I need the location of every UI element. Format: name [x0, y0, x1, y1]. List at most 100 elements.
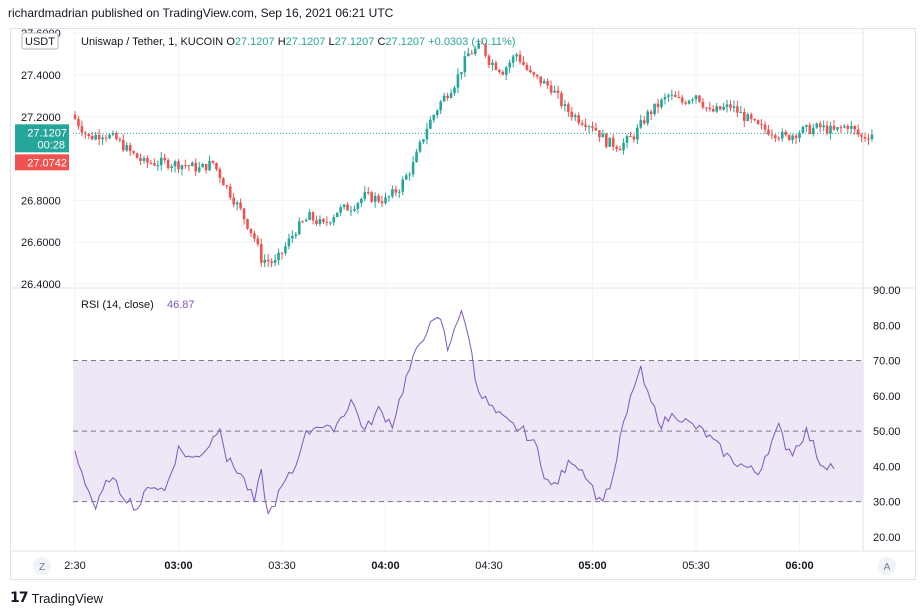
- candle-body: [549, 85, 553, 93]
- candle-body: [211, 160, 215, 163]
- close-label: C: [377, 36, 385, 48]
- candle-body: [439, 101, 442, 111]
- candle-body: [677, 97, 681, 99]
- candle-body: [725, 104, 729, 107]
- candle-body: [325, 221, 329, 223]
- candle-body: [625, 136, 629, 143]
- candle-body: [463, 56, 467, 73]
- candle-body: [732, 106, 736, 108]
- candle-body: [622, 142, 625, 151]
- candle-body: [166, 160, 170, 169]
- candle-body: [384, 197, 387, 204]
- trading-chart[interactable]: 27.600027.400027.200026.800026.600026.40…: [11, 29, 915, 579]
- candle-body: [239, 202, 242, 209]
- candle-body: [249, 228, 253, 234]
- candle-body: [139, 158, 142, 162]
- candle-body: [853, 126, 856, 130]
- candle-body: [432, 115, 436, 120]
- candle-body: [449, 93, 453, 98]
- candle-body: [363, 192, 367, 199]
- candle-body: [546, 80, 549, 86]
- candle-body: [525, 64, 529, 70]
- change-value: +0.0303 (+0.11%): [428, 36, 515, 48]
- candle-body: [301, 221, 304, 223]
- candle-body: [335, 212, 339, 218]
- candle-body: [691, 99, 694, 101]
- candle-body: [553, 90, 556, 93]
- auto-scale-button-label: A: [884, 562, 891, 573]
- currency-badge-label: USDT: [25, 36, 55, 48]
- candle-body: [404, 175, 408, 180]
- rsi-title: RSI (14, close): [81, 299, 154, 311]
- rsi-y-tick-label: 90.00: [873, 285, 901, 297]
- candle-body: [780, 131, 784, 139]
- candle-body: [170, 166, 173, 169]
- candle-body: [370, 192, 373, 202]
- candle-body: [487, 55, 491, 65]
- candle-body: [798, 132, 801, 139]
- candle-body: [501, 71, 505, 75]
- candle-body: [832, 125, 836, 130]
- candle-body: [680, 97, 684, 103]
- candle-body: [573, 115, 577, 118]
- footer-brand[interactable]: TradingView: [31, 590, 104, 606]
- candle-body: [594, 127, 598, 131]
- candle-body: [308, 212, 311, 220]
- candle-body: [577, 115, 580, 124]
- rsi-value: 46.87: [167, 299, 195, 311]
- candle-body: [791, 135, 794, 141]
- auto-scale-button[interactable]: [878, 557, 896, 575]
- candle-body: [663, 96, 667, 100]
- candle-body: [173, 161, 177, 167]
- candle-body: [90, 136, 94, 140]
- candle-body: [318, 219, 322, 225]
- candle-body: [494, 62, 498, 70]
- candle-body: [108, 134, 111, 139]
- candle-body: [377, 195, 380, 202]
- candle-body: [77, 118, 80, 127]
- candle-body: [522, 61, 525, 65]
- candle-body: [197, 167, 201, 172]
- price-y-tick-label: 26.4000: [21, 279, 61, 291]
- candle-body: [484, 43, 487, 56]
- candle-body: [480, 43, 484, 45]
- candle-body: [608, 137, 612, 147]
- candle-body: [228, 186, 232, 198]
- candle-body: [218, 169, 222, 179]
- axes-layer: 27.600027.400027.200026.800026.600026.40…: [11, 29, 915, 572]
- candle-body: [570, 111, 574, 118]
- candle-body: [698, 95, 701, 102]
- candle-body: [611, 137, 615, 147]
- candle-body: [422, 139, 425, 142]
- candle-body: [73, 114, 77, 119]
- candle-body: [208, 160, 211, 171]
- high-label: H: [278, 36, 286, 48]
- candle-body: [805, 125, 808, 127]
- prev-price-tag: [15, 154, 69, 171]
- candle-body: [460, 72, 463, 75]
- candle-body: [398, 191, 401, 193]
- candle-body: [736, 106, 739, 113]
- candle-body: [646, 111, 649, 124]
- candle-body: [411, 162, 415, 175]
- candle-body: [770, 134, 774, 136]
- candle-body: [587, 126, 591, 128]
- candle-body: [801, 126, 805, 133]
- rsi-y-tick-label: 70.00: [873, 356, 901, 368]
- candle-body: [729, 104, 732, 108]
- candle-body: [760, 124, 763, 126]
- candle-body: [556, 90, 560, 94]
- low-label: L: [328, 36, 334, 48]
- candle-body: [515, 54, 518, 57]
- candle-body: [467, 53, 470, 57]
- timezone-button[interactable]: [33, 557, 51, 575]
- candle-body: [342, 204, 346, 208]
- candle-body: [639, 120, 643, 128]
- candle-body: [322, 219, 325, 222]
- candle-body: [332, 217, 336, 223]
- candle-body: [591, 126, 594, 128]
- candle-body: [774, 135, 777, 139]
- candle-body: [836, 127, 839, 130]
- candle-body: [446, 95, 449, 98]
- candle-body: [856, 129, 860, 135]
